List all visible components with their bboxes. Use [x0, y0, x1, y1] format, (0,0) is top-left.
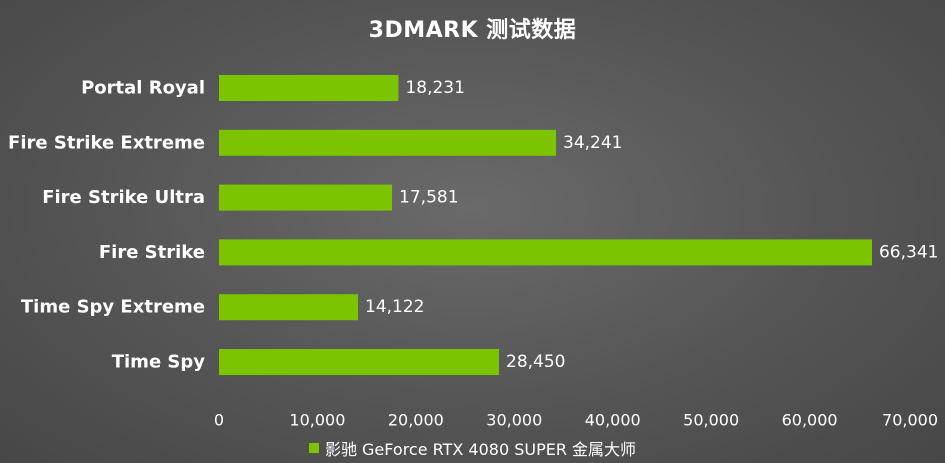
data-label: 34,241 [563, 133, 622, 153]
legend-swatch [308, 443, 319, 453]
category-label: Fire Strike Ultra [42, 187, 205, 208]
data-label: 14,122 [365, 297, 424, 317]
bar [219, 239, 872, 266]
data-label: 18,231 [405, 78, 464, 98]
x-tick-label: 20,000 [388, 411, 444, 430]
bar [219, 294, 359, 321]
data-label: 17,581 [399, 188, 458, 208]
data-label: 66,341 [879, 242, 938, 262]
legend: 影驰 GeForce RTX 4080 SUPER 金属大师 [0, 436, 945, 460]
x-tick-label: 30,000 [486, 411, 542, 430]
x-tick-label: 70,000 [882, 411, 938, 430]
category-label: Portal Royal [81, 78, 205, 99]
category-label: Fire Strike Extreme [8, 132, 205, 153]
x-tick-label: 40,000 [585, 411, 641, 430]
bar [219, 349, 500, 375]
x-tick-label: 60,000 [782, 411, 838, 430]
category-label: Fire Strike [99, 242, 205, 263]
bar [219, 129, 557, 156]
bar [219, 75, 399, 101]
category-label: Time Spy [112, 352, 206, 373]
bar [219, 184, 393, 211]
category-label: Time Spy Extreme [21, 297, 205, 318]
legend-label: 影驰 GeForce RTX 4080 SUPER 金属大师 [324, 440, 637, 459]
x-tick-label: 0 [214, 411, 224, 430]
chart-title: 3DMARK 测试数据 [368, 18, 577, 43]
x-tick-label: 50,000 [683, 411, 739, 430]
x-tick-label: 10,000 [289, 411, 345, 430]
data-label: 28,450 [506, 352, 565, 372]
